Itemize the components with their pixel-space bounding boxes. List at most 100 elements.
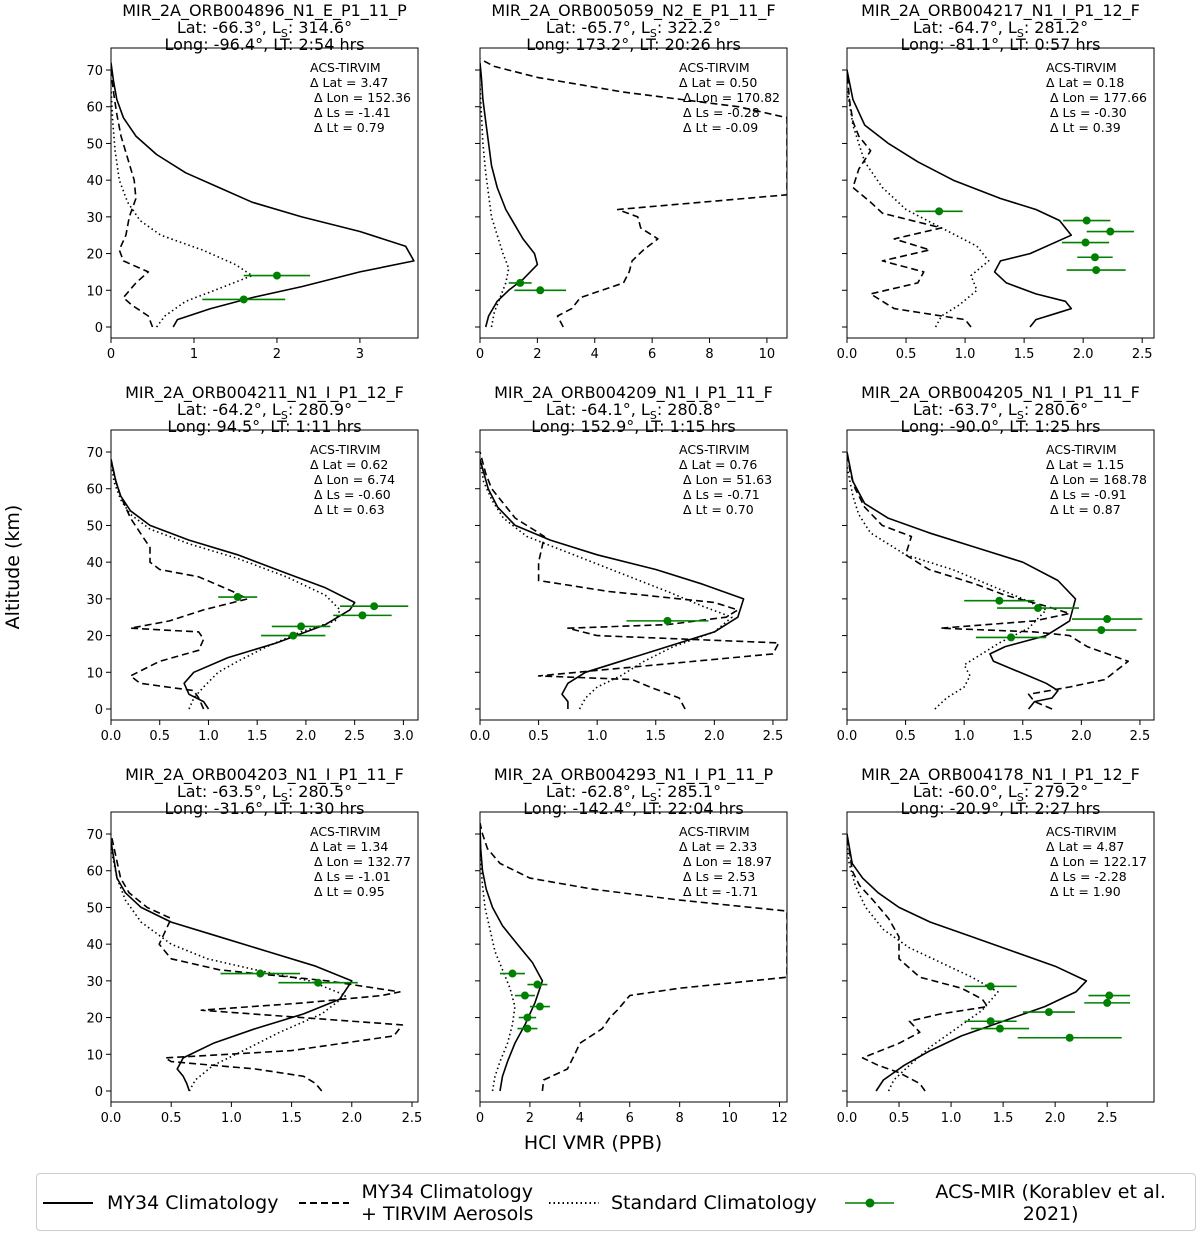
x-tick-label: 1.5: [993, 1111, 1014, 1126]
obs-point: [1044, 1008, 1053, 1017]
y-tick-label: 20: [86, 248, 103, 263]
obs-point: [1007, 633, 1016, 642]
annotation-dlat: Δ Lat = 3.47: [310, 75, 388, 90]
x-tick-label: 2: [273, 347, 281, 362]
y-tick-label: 70: [86, 446, 103, 461]
x-tick-label: 1.0: [954, 729, 975, 744]
annotation-dlat: Δ Lat = 0.62: [310, 457, 388, 472]
panel-title-long-lt: Long: -81.1°, LT: 0:57 hrs: [900, 35, 1100, 54]
obs-point: [1106, 227, 1115, 236]
series-line: [111, 459, 249, 710]
obs-point: [1065, 1033, 1074, 1042]
y-tick-label: 10: [86, 1048, 103, 1063]
annotation-dlat: Δ Lat = 1.34: [310, 839, 388, 854]
legend-label-acs-mir: ACS-MIR (Korablev et al. 2021): [935, 1181, 1166, 1225]
annotation-header: ACS-TIRVIM: [1046, 824, 1117, 839]
x-tick-label: 8: [676, 1111, 684, 1126]
x-tick-label: 0.5: [149, 729, 170, 744]
panel-title-long-lt: Long: 152.9°, LT: 1:15 hrs: [531, 417, 735, 436]
panel-frame: [846, 429, 1155, 721]
x-tick-label: 6: [648, 347, 656, 362]
annotation-dlat: Δ Lat = 0.50: [679, 75, 757, 90]
x-tick-label: 1.5: [1014, 347, 1035, 362]
series-line: [847, 69, 1073, 328]
x-tick-label: 0: [476, 347, 484, 362]
obs-point: [1082, 216, 1091, 225]
annotation-dlt: Δ Lt = 0.63: [314, 502, 385, 517]
panel-title-lat-ls: Lat: -65.7°, LS: 322.2°: [546, 18, 721, 40]
series-group: [111, 459, 409, 710]
legend-label-standard: Standard Climatology: [611, 1192, 817, 1214]
y-tick-label: 20: [86, 1012, 103, 1027]
annotation-dls: Δ Ls = -0.28: [683, 105, 760, 120]
x-tick-label: 2.5: [763, 729, 784, 744]
series-line: [847, 88, 990, 328]
series-line: [480, 822, 787, 1092]
x-tick-label: 0.5: [895, 729, 916, 744]
legend-marker-icon: [845, 1198, 895, 1208]
series-group: [847, 69, 1134, 328]
series-line: [847, 69, 972, 328]
x-tick-label: 0.0: [837, 347, 858, 362]
x-tick-label: 2.0: [1073, 347, 1094, 362]
x-tick-label: 0.5: [528, 729, 549, 744]
x-tick-label: 2.5: [344, 729, 365, 744]
obs-point: [370, 602, 379, 611]
annotation-dlt: Δ Lt = 0.79: [314, 120, 385, 135]
panel-title-id: MIR_2A_ORB004203_N1_I_P1_11_F: [125, 765, 404, 785]
obs-point: [239, 295, 248, 304]
series-line: [847, 833, 989, 1092]
annotation-dlat: Δ Lat = 1.15: [1046, 457, 1124, 472]
legend-item-my34: MY34 Climatology: [43, 1174, 278, 1232]
series-group: [847, 451, 1143, 710]
series-line: [111, 69, 154, 328]
panel-title-lat-ls: Lat: -64.7°, LS: 281.2°: [913, 18, 1088, 40]
annotation-dlt: Δ Lt = 1.90: [1050, 884, 1121, 899]
panel-title-long-lt: Long: -31.6°, LT: 1:30 hrs: [164, 799, 364, 818]
panel-title-long-lt: Long: -142.4°, LT: 22:04 hrs: [523, 799, 743, 818]
y-tick-label: 10: [86, 284, 103, 299]
panel-frame: [110, 811, 419, 1103]
y-tick-label: 0: [95, 1085, 103, 1100]
x-tick-label: 10: [759, 347, 776, 362]
annotation-dls: Δ Ls = -0.91: [1050, 487, 1127, 502]
x-tick-label: 1.0: [198, 729, 219, 744]
x-tick-label: 1.5: [247, 729, 268, 744]
annotation-header: ACS-TIRVIM: [1046, 60, 1117, 75]
y-tick-label: 0: [95, 321, 103, 336]
x-tick-label: 2: [533, 347, 541, 362]
x-tick-label: 1.0: [941, 1111, 962, 1126]
panel-title-long-lt: Long: 94.5°, LT: 1:11 hrs: [167, 417, 361, 436]
x-tick-label: 1.5: [645, 729, 666, 744]
annotation-dls: Δ Ls = -1.41: [314, 105, 391, 120]
panel-title-lat-ls: Lat: -64.1°, LS: 280.8°: [546, 400, 721, 422]
series-line: [480, 451, 780, 710]
x-tick-label: 0.0: [837, 1111, 858, 1126]
obs-point: [995, 596, 1004, 605]
y-tick-label: 50: [86, 519, 103, 534]
obs-point: [1105, 991, 1114, 1000]
x-tick-label: 2.5: [1130, 729, 1151, 744]
x-tick-label: 0.0: [101, 729, 122, 744]
x-tick-label: 6: [626, 1111, 634, 1126]
y-tick-label: 60: [86, 483, 103, 498]
x-tick-label: 1: [190, 347, 198, 362]
panel-frame: [110, 47, 419, 339]
annotation-dlt: Δ Lt = -0.09: [683, 120, 758, 135]
obs-point: [995, 1024, 1004, 1033]
series-line: [847, 833, 1088, 1092]
panel-frame: [479, 47, 788, 339]
legend-dashed-line-icon: [299, 1202, 349, 1204]
obs-point: [508, 969, 517, 978]
series-line: [480, 459, 745, 709]
obs-point: [986, 982, 995, 991]
annotation-dlat: Δ Lat = 0.76: [679, 457, 757, 472]
x-tick-label: 2.0: [341, 1111, 362, 1126]
annotation-dls: Δ Ls = -0.71: [683, 487, 760, 502]
obs-point: [314, 978, 323, 987]
panel-title-lat-ls: Lat: -63.7°, LS: 280.6°: [913, 400, 1088, 422]
